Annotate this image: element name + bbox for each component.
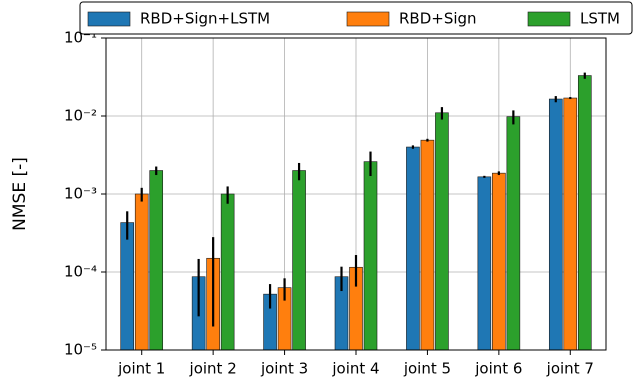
bar <box>577 75 592 351</box>
bar <box>120 222 135 351</box>
legend-swatch <box>527 11 571 27</box>
plot-frame <box>105 37 607 351</box>
y-axis-label: NMSE [-] <box>10 157 30 231</box>
bar <box>492 172 506 351</box>
x-tick-label: joint 5 <box>403 360 451 378</box>
x-tick-label: joint 1 <box>117 360 165 378</box>
x-tick-label: joint 3 <box>260 360 308 378</box>
legend-label: RBD+Sign <box>399 10 477 28</box>
bar <box>506 116 521 351</box>
bar <box>220 193 235 351</box>
x-tick-label: joint 7 <box>546 360 594 378</box>
legend-swatch <box>87 11 131 27</box>
y-tick-label: 10⁻⁵ <box>64 341 97 359</box>
bar <box>292 170 306 351</box>
y-tick-label: 10⁻³ <box>64 185 97 203</box>
bar <box>363 161 378 351</box>
bar <box>134 193 149 351</box>
bar <box>563 97 578 351</box>
x-tick-label: joint 4 <box>331 360 379 378</box>
bar <box>477 176 492 351</box>
bar <box>435 112 449 351</box>
x-tick-label: joint 6 <box>474 360 522 378</box>
x-tick-label: joint 2 <box>189 360 237 378</box>
legend-label: LSTM <box>580 10 620 28</box>
bar <box>420 139 435 351</box>
bar <box>406 146 420 351</box>
y-tick-label: 10⁻⁴ <box>64 263 97 281</box>
y-tick-label: 10⁻² <box>64 107 97 125</box>
bar <box>548 98 563 351</box>
legend-label: RBD+Sign+LSTM <box>140 10 270 28</box>
bar <box>149 170 164 351</box>
legend-swatch <box>346 11 390 27</box>
